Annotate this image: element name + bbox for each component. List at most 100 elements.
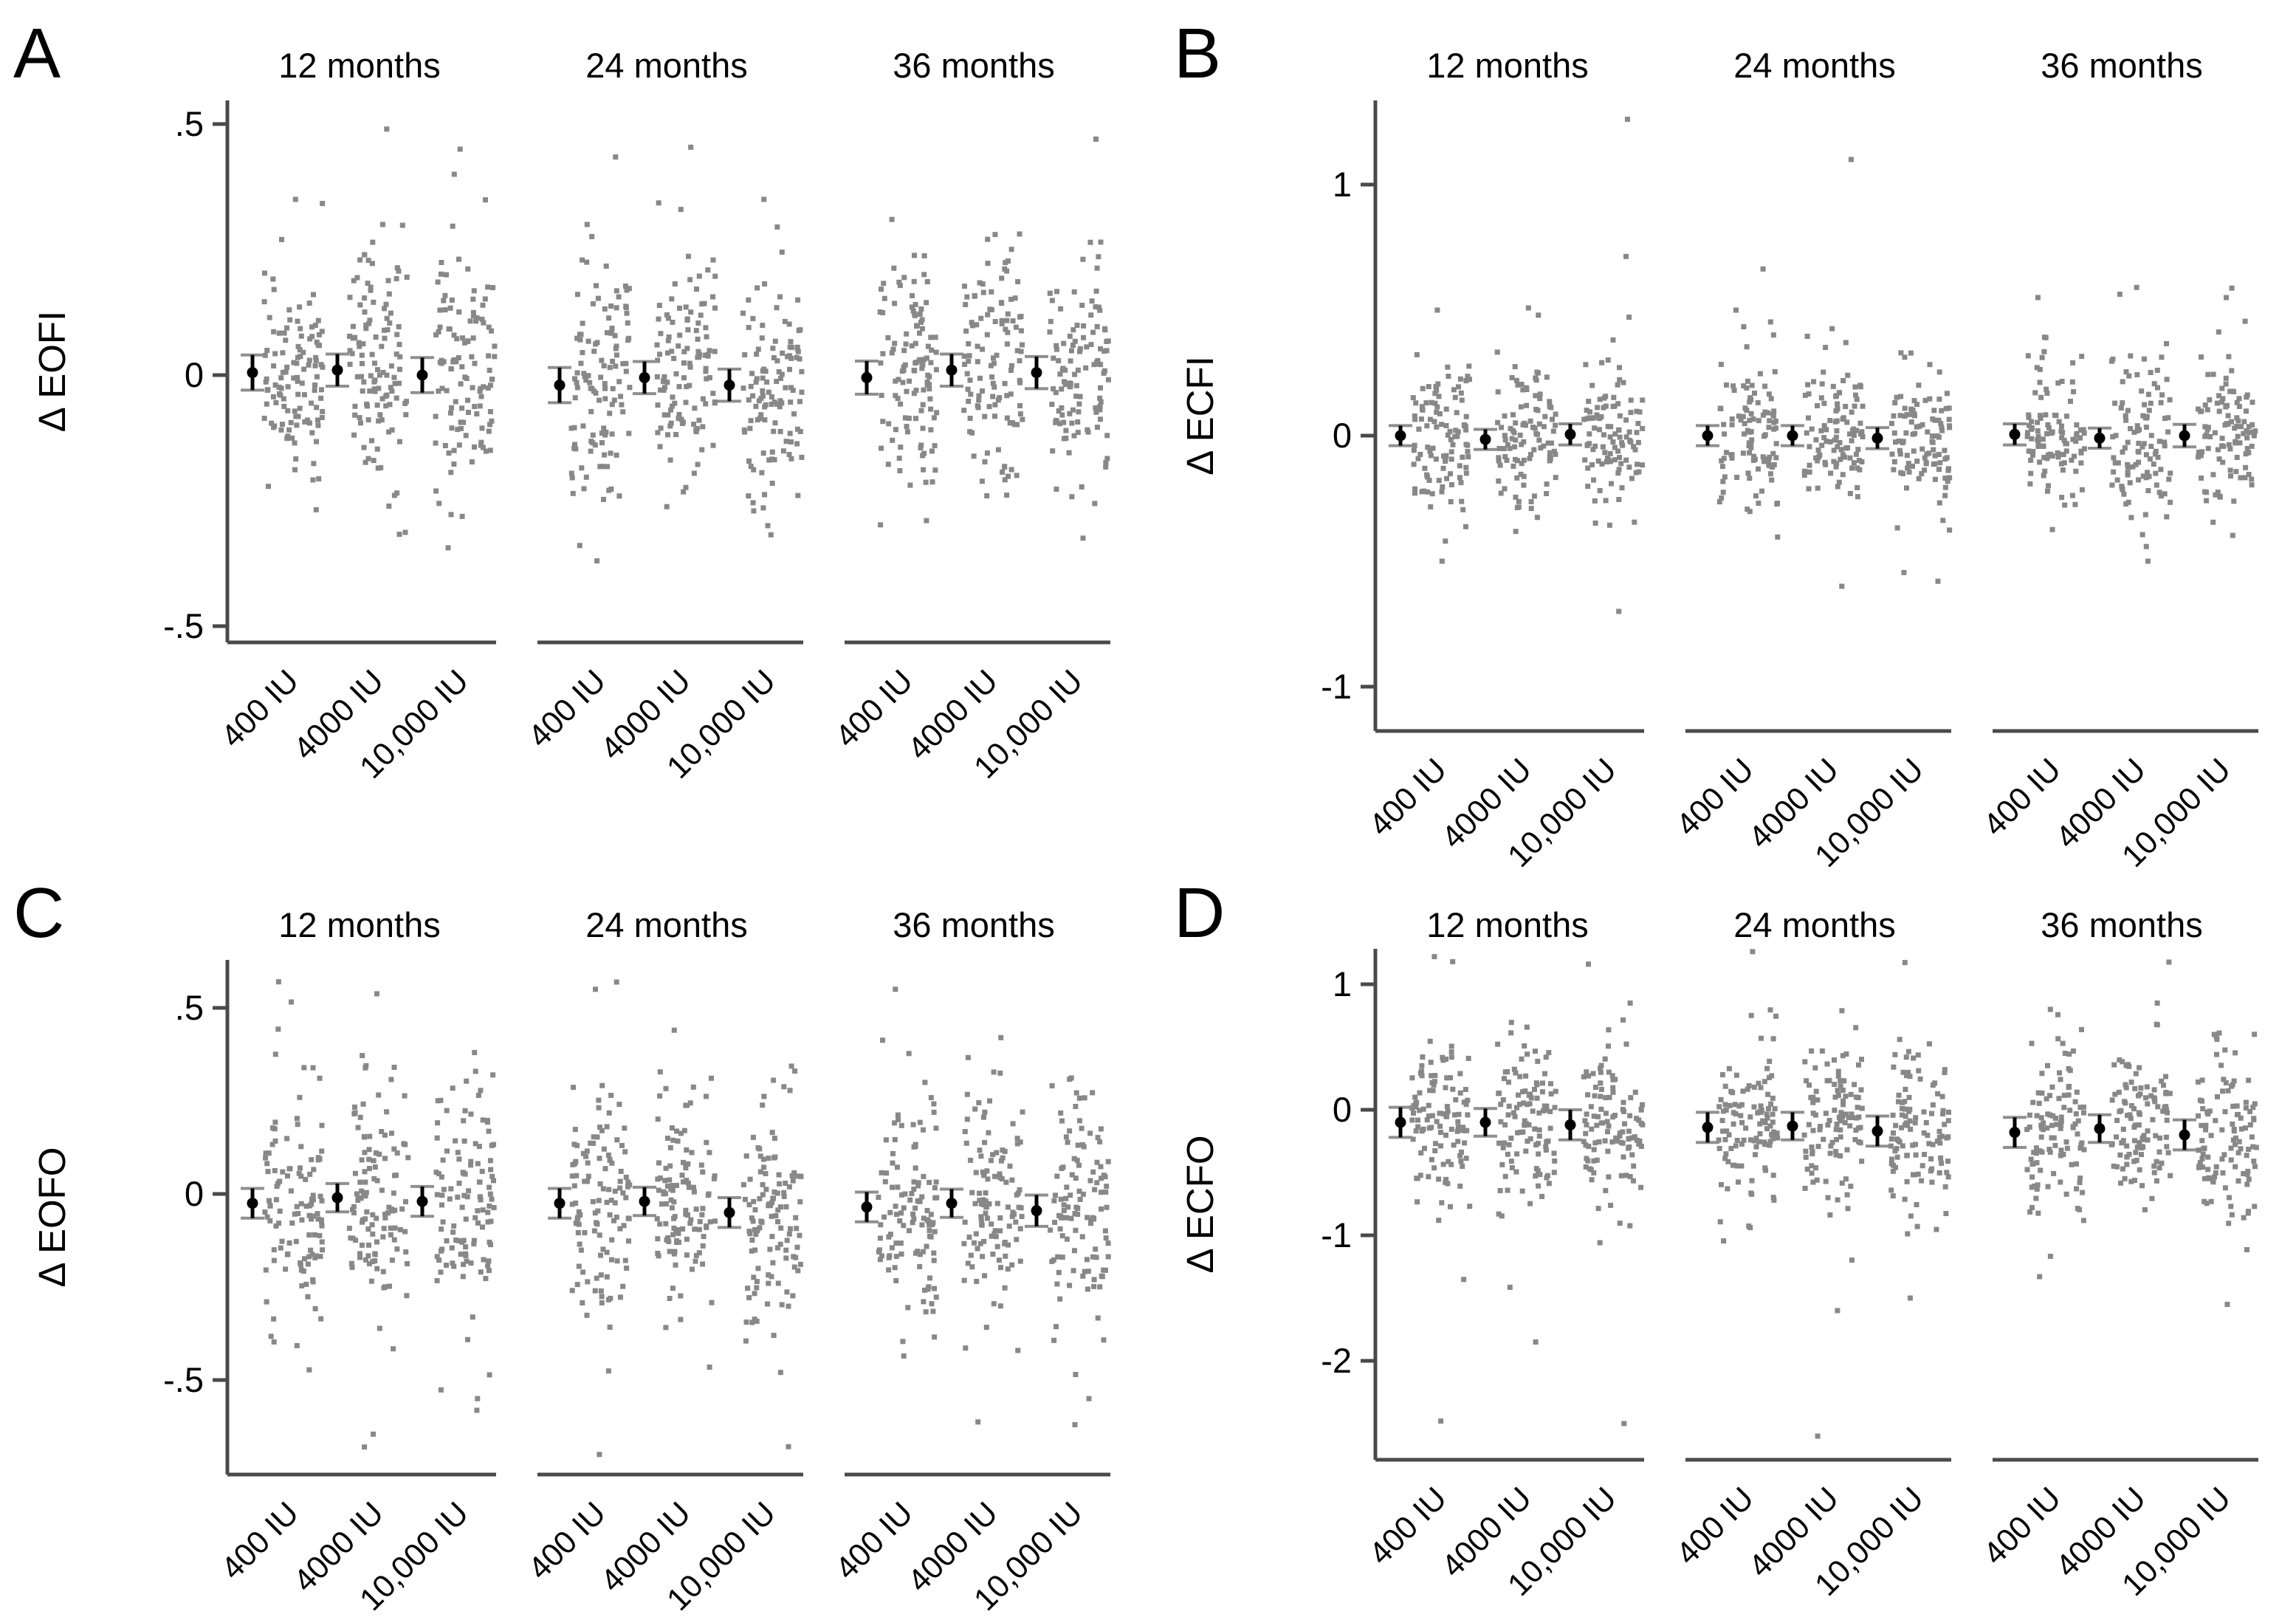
scatter-cloud-D-36months-400IU xyxy=(2024,1006,2087,1280)
mean-dot xyxy=(554,1198,566,1209)
scatter-cloud-B-36months-10000IU xyxy=(2196,285,2258,538)
mean-ci-marker-C-3-1 xyxy=(855,1190,879,1223)
scatter-cloud-A-12months-4000IU xyxy=(347,126,410,538)
scatter-cloud-B-12months-10000IU xyxy=(1581,117,1646,614)
mean-ci-marker-B-3-3 xyxy=(2173,422,2196,449)
scatter-cloud-D-12months-400IU xyxy=(1409,954,1473,1424)
scatter-cloud-B-12months-400IU xyxy=(1410,307,1472,564)
y-tick-label: 0 xyxy=(1333,1090,1352,1129)
mean-dot xyxy=(1479,1116,1491,1128)
mean-dot xyxy=(2009,1127,2021,1139)
scatter-cloud-C-12months-4000IU xyxy=(346,991,411,1450)
mean-dot xyxy=(639,371,650,383)
mean-dot xyxy=(2009,428,2021,440)
y-tick-label: -1 xyxy=(1321,1215,1352,1255)
mean-ci-marker-A-3-2 xyxy=(940,352,963,388)
y-tick-label: -2 xyxy=(1321,1341,1352,1380)
mean-dot xyxy=(331,364,343,376)
mean-ci-marker-A-2-3 xyxy=(718,367,741,403)
mean-ci-marker-D-1-3 xyxy=(1558,1108,1582,1142)
scatter-cloud-A-24months-4000IU xyxy=(654,144,718,509)
mean-ci-marker-B-2-3 xyxy=(1866,426,1889,450)
mean-ci-marker-A-3-1 xyxy=(855,359,879,396)
mean-dot xyxy=(1787,430,1798,442)
mean-dot xyxy=(1871,1125,1883,1137)
panel-letter-B: B xyxy=(1174,14,1221,93)
facet-title: 24 months xyxy=(585,46,747,85)
scatter-cloud-D-36months-10000IU xyxy=(2196,1030,2259,1307)
mean-ci-marker-A-2-2 xyxy=(633,360,656,396)
facet-title: 24 months xyxy=(1733,46,1895,85)
scatter-cloud-B-12months-4000IU xyxy=(1494,305,1558,535)
y-tick-label: -1 xyxy=(1321,667,1352,706)
mean-dot xyxy=(639,1195,650,1207)
mean-ci-marker-A-1-1 xyxy=(241,353,264,392)
mean-ci-marker-C-3-3 xyxy=(1025,1193,1048,1228)
panel-letter-C: C xyxy=(13,874,64,953)
mean-ci-marker-B-1-2 xyxy=(1474,428,1497,451)
mean-dot xyxy=(2094,432,2106,444)
scatter-cloud-C-24months-400IU xyxy=(569,979,633,1458)
y-axis-label-B: Δ ECFI xyxy=(1179,356,1221,476)
scatter-cloud-C-36months-4000IU xyxy=(961,1034,1025,1425)
y-tick-label: 1 xyxy=(1333,165,1352,204)
mean-dot xyxy=(1395,1116,1406,1128)
facet-title: 36 months xyxy=(893,905,1054,944)
scatter-cloud-B-24months-400IU xyxy=(1716,266,1781,540)
scatter-cloud-A-12months-400IU xyxy=(261,196,326,512)
scatter-cloud-C-24months-10000IU xyxy=(740,1063,804,1449)
mean-dot xyxy=(2179,1129,2190,1141)
mean-dot xyxy=(2094,1123,2106,1134)
facet-title: 12 months xyxy=(1426,905,1588,944)
mean-dot xyxy=(247,367,258,379)
y-tick-label: .5 xyxy=(175,104,204,143)
scatter-cloud-A-36months-400IU xyxy=(877,216,940,528)
y-axis-label-A: Δ EOFI xyxy=(31,311,73,432)
mean-ci-marker-D-1-2 xyxy=(1474,1107,1497,1138)
mean-ci-marker-D-3-1 xyxy=(2003,1116,2027,1149)
y-tick-label: 0 xyxy=(185,1174,204,1213)
mean-dot xyxy=(1564,1119,1576,1130)
mean-ci-marker-D-2-3 xyxy=(1866,1114,1889,1148)
scatter-cloud-D-24months-400IU xyxy=(1716,949,1781,1244)
mean-dot xyxy=(861,1201,873,1213)
mean-dot xyxy=(946,1198,958,1209)
mean-ci-marker-D-3-2 xyxy=(2088,1113,2111,1144)
mean-ci-marker-C-2-1 xyxy=(548,1187,571,1220)
scatter-cloud-D-24months-4000IU xyxy=(1801,1008,1865,1439)
mean-dot xyxy=(1702,430,1714,442)
y-axis-label-C: Δ EOFO xyxy=(31,1147,73,1288)
scatter-cloud-D-12months-10000IU xyxy=(1581,961,1646,1427)
mean-ci-marker-D-1-1 xyxy=(1389,1105,1412,1139)
mean-ci-marker-B-1-1 xyxy=(1389,424,1412,447)
mean-dot xyxy=(2179,430,2190,442)
mean-dot xyxy=(1479,433,1491,445)
facet-title: 12 months xyxy=(1426,46,1588,85)
mean-ci-marker-C-2-2 xyxy=(633,1185,656,1218)
scatter-cloud-A-36months-4000IU xyxy=(961,231,1025,498)
scatter-cloud-C-12months-400IU xyxy=(262,979,326,1373)
mean-dot xyxy=(1871,432,1883,444)
y-tick-label: -.5 xyxy=(163,1360,204,1399)
scatter-cloud-A-24months-10000IU xyxy=(740,196,805,538)
facet-title: 12 months xyxy=(278,46,440,85)
mean-ci-marker-C-2-3 xyxy=(718,1196,741,1229)
mean-ci-marker-A-1-2 xyxy=(326,352,349,388)
mean-dot xyxy=(554,380,566,391)
scatter-cloud-B-36months-400IU xyxy=(2024,295,2087,532)
mean-dot xyxy=(1395,430,1406,442)
